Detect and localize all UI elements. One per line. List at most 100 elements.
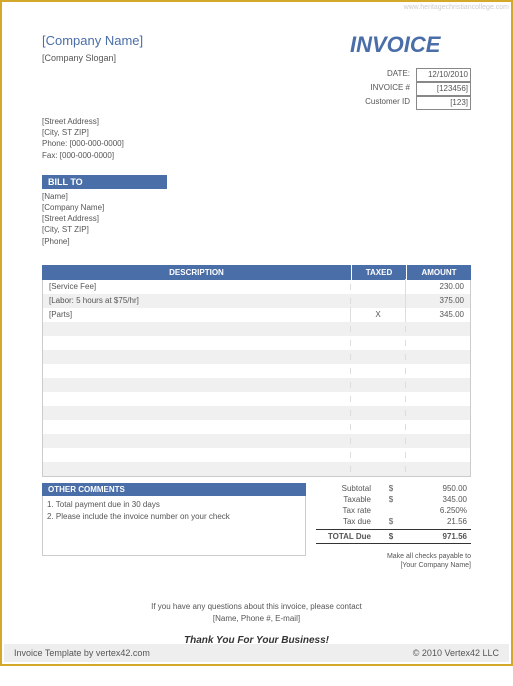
table-row	[43, 420, 470, 434]
table-row: [Parts]X345.00	[43, 308, 470, 322]
cell-description	[43, 382, 350, 388]
items-body: [Service Fee]230.00[Labor: 5 hours at $7…	[42, 280, 471, 477]
cell-amount	[405, 396, 470, 402]
invoice-page: [Company Name] [Company Slogan] INVOICE …	[2, 2, 511, 686]
bill-to-name: [Name]	[42, 191, 471, 202]
cell-taxed	[350, 396, 405, 402]
questions-block: If you have any questions about this inv…	[42, 601, 471, 625]
cell-description	[43, 326, 350, 332]
total-due-value: 971.56	[411, 532, 471, 541]
subtotal-currency: $	[384, 484, 399, 493]
cell-description	[43, 452, 350, 458]
watermark: www.heritagechristiancollege.com	[404, 4, 509, 11]
comments-section: OTHER COMMENTS 1. Total payment due in 3…	[42, 483, 306, 572]
header-description: DESCRIPTION	[42, 265, 351, 280]
date-label: DATE:	[350, 68, 410, 82]
bill-to-section: BILL TO [Name] [Company Name] [Street Ad…	[42, 175, 471, 247]
cell-taxed	[350, 466, 405, 472]
cell-amount	[405, 354, 470, 360]
payable-line-1: Make all checks payable to	[316, 552, 471, 562]
questions-line-1: If you have any questions about this inv…	[42, 601, 471, 613]
meta-invoice: INVOICE # [123456]	[350, 82, 471, 96]
taxable-currency: $	[384, 495, 399, 504]
bill-to-city: [City, ST ZIP]	[42, 224, 471, 235]
company-address: [Street Address] [City, ST ZIP] Phone: […	[42, 116, 471, 161]
cell-description: [Service Fee]	[43, 279, 350, 294]
cell-taxed	[350, 382, 405, 388]
subtotal-row: Subtotal $ 950.00	[316, 483, 471, 494]
cell-taxed	[350, 354, 405, 360]
cell-taxed	[350, 410, 405, 416]
cell-description: [Labor: 5 hours at $75/hr]	[43, 293, 350, 308]
taxdue-label: Tax due	[316, 517, 371, 526]
cell-amount	[405, 340, 470, 346]
table-row	[43, 378, 470, 392]
comments-header: OTHER COMMENTS	[42, 483, 306, 496]
cell-amount	[405, 382, 470, 388]
header-amount: AMOUNT	[406, 265, 471, 280]
footer-bar: Invoice Template by vertex42.com © 2010 …	[4, 644, 509, 662]
cell-amount	[405, 424, 470, 430]
cell-taxed	[350, 438, 405, 444]
footer-left: Invoice Template by vertex42.com	[14, 648, 150, 658]
taxdue-row: Tax due $ 21.56	[316, 516, 471, 527]
items-header: DESCRIPTION TAXED AMOUNT	[42, 265, 471, 280]
table-row	[43, 350, 470, 364]
payable-line-2: [Your Company Name]	[316, 561, 471, 571]
table-row	[43, 406, 470, 420]
taxable-row: Taxable $ 345.00	[316, 494, 471, 505]
meta-block: DATE: 12/10/2010 INVOICE # [123456] Cust…	[350, 68, 471, 110]
cell-description	[43, 438, 350, 444]
taxrate-value: 6.250%	[411, 506, 471, 515]
taxdue-value: 21.56	[411, 517, 471, 526]
bill-to-company: [Company Name]	[42, 202, 471, 213]
taxrate-row: Tax rate 6.250%	[316, 505, 471, 516]
items-table: DESCRIPTION TAXED AMOUNT [Service Fee]23…	[42, 265, 471, 477]
table-row	[43, 322, 470, 336]
comment-line-1: 1. Total payment due in 30 days	[47, 499, 301, 511]
cell-taxed	[350, 340, 405, 346]
totals-section: Subtotal $ 950.00 Taxable $ 345.00 Tax r…	[316, 483, 471, 572]
cell-taxed	[350, 326, 405, 332]
table-row	[43, 434, 470, 448]
cell-taxed	[350, 452, 405, 458]
cell-amount	[405, 410, 470, 416]
meta-customer: Customer ID [123]	[350, 96, 471, 110]
table-row	[43, 448, 470, 462]
payable-block: Make all checks payable to [Your Company…	[316, 552, 471, 572]
company-slogan: [Company Slogan]	[42, 52, 143, 65]
taxdue-currency: $	[384, 517, 399, 526]
total-due-currency: $	[384, 532, 399, 541]
bill-to-body: [Name] [Company Name] [Street Address] […	[42, 191, 471, 247]
cell-description	[43, 354, 350, 360]
table-row	[43, 336, 470, 350]
cell-taxed	[350, 368, 405, 374]
comments-body: 1. Total payment due in 30 days 2. Pleas…	[42, 496, 306, 556]
cell-amount	[405, 438, 470, 444]
company-fax: Fax: [000-000-0000]	[42, 150, 471, 161]
invoice-title: INVOICE	[350, 32, 471, 58]
table-row	[43, 364, 470, 378]
table-row: [Service Fee]230.00	[43, 280, 470, 294]
bill-to-header: BILL TO	[42, 175, 167, 189]
footer-right: © 2010 Vertex42 LLC	[413, 648, 499, 658]
bill-to-phone: [Phone]	[42, 236, 471, 247]
table-row	[43, 462, 470, 476]
customer-label: Customer ID	[350, 96, 410, 110]
cell-description	[43, 396, 350, 402]
cell-amount	[405, 452, 470, 458]
cell-taxed: X	[350, 307, 405, 322]
invoice-value: [123456]	[416, 82, 471, 96]
cell-amount: 375.00	[405, 293, 470, 308]
cell-description	[43, 466, 350, 472]
comment-line-2: 2. Please include the invoice number on …	[47, 511, 301, 523]
taxable-label: Taxable	[316, 495, 371, 504]
invoice-title-block: INVOICE DATE: 12/10/2010 INVOICE # [1234…	[350, 32, 471, 110]
cell-taxed	[350, 298, 405, 304]
total-due-label: TOTAL Due	[316, 532, 371, 541]
header-taxed: TAXED	[351, 265, 406, 280]
customer-value: [123]	[416, 96, 471, 110]
subtotal-label: Subtotal	[316, 484, 371, 493]
company-street: [Street Address]	[42, 116, 471, 127]
cell-description	[43, 340, 350, 346]
